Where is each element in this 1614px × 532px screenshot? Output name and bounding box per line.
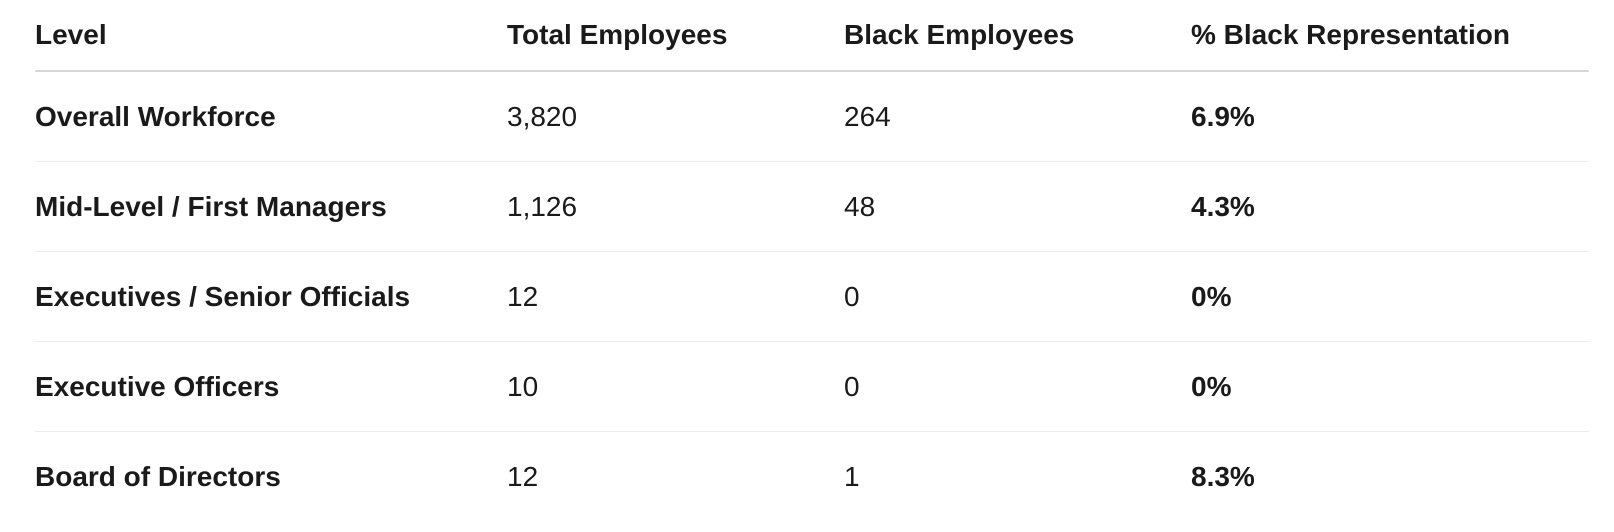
row-black-representation: 8.3% <box>1191 460 1255 492</box>
row-level: Mid-Level / First Managers <box>35 161 507 252</box>
row-black-employees: 1 <box>844 460 860 492</box>
row-total-employees: 12 <box>507 251 844 342</box>
row-black-representation: 4.3% <box>1191 161 1589 252</box>
row-black-employees: 264 <box>844 71 1191 162</box>
row-black-employees: 0 <box>844 341 1191 432</box>
table-row: Board of Directors 12 1 8.3% <box>35 432 1589 522</box>
row-black-representation: 0% <box>1191 251 1589 342</box>
row-black-representation: 0% <box>1191 341 1589 432</box>
header-level: Level <box>35 0 507 72</box>
table-row: Executives / Senior Officials 12 0 0% <box>35 251 1589 342</box>
row-level: Executives / Senior Officials <box>35 251 507 342</box>
row-total-employees: 12 <box>507 460 539 492</box>
row-total-employees: 3,820 <box>507 71 844 162</box>
row-black-representation: 6.9% <box>1191 71 1589 162</box>
representation-table-container: Level Total Employees Black Employees % … <box>35 0 1589 521</box>
table-header-row: Level Total Employees Black Employees % … <box>35 0 1589 72</box>
header-total-employees: Total Employees <box>507 0 844 72</box>
row-total-employees: 1,126 <box>507 161 844 252</box>
header-black-employees: Black Employees <box>844 0 1191 72</box>
row-total-employees: 10 <box>507 341 844 432</box>
table-row: Overall Workforce 3,820 264 6.9% <box>35 71 1589 162</box>
representation-table: Level Total Employees Black Employees % … <box>35 0 1589 521</box>
table-row: Executive Officers 10 0 0% <box>35 341 1589 432</box>
row-black-employees: 0 <box>844 251 1191 342</box>
row-black-employees: 48 <box>844 161 1191 252</box>
row-level: Board of Directors <box>35 460 281 492</box>
row-level: Executive Officers <box>35 341 507 432</box>
table-row: Mid-Level / First Managers 1,126 48 4.3% <box>35 161 1589 252</box>
header-black-representation: % Black Representation <box>1191 0 1589 72</box>
row-level: Overall Workforce <box>35 71 507 162</box>
